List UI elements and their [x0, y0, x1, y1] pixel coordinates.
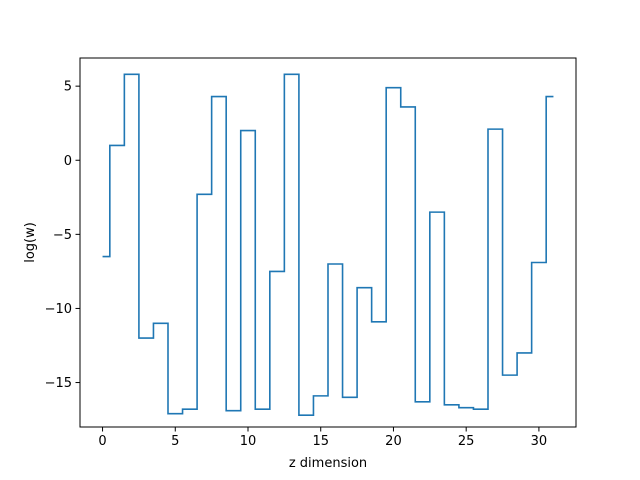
- x-axis-label: z dimension: [289, 456, 367, 471]
- y-tick-label: −15: [45, 376, 72, 391]
- x-tick-label: 20: [385, 434, 402, 449]
- x-tick-label: 5: [171, 434, 179, 449]
- axes-frame: [79, 57, 577, 428]
- x-tick-label: 0: [98, 434, 106, 449]
- x-tick-label: 25: [458, 434, 475, 449]
- y-tick-label: 0: [64, 154, 72, 169]
- y-tick-label: −10: [45, 302, 72, 317]
- series-layer: [102, 73, 554, 416]
- y-axis-label: log(w): [23, 222, 38, 263]
- x-tick-label: 30: [531, 434, 548, 449]
- y-tick-label: −5: [53, 228, 72, 243]
- y-tick-label: 5: [64, 80, 72, 95]
- axes-layer: 0 5 10 15 20 25 30 5 0 −5 −10 −15: [45, 57, 577, 449]
- series-line-0: [102, 73, 554, 416]
- x-tick-label: 10: [240, 434, 257, 449]
- x-tick-label: 15: [312, 434, 329, 449]
